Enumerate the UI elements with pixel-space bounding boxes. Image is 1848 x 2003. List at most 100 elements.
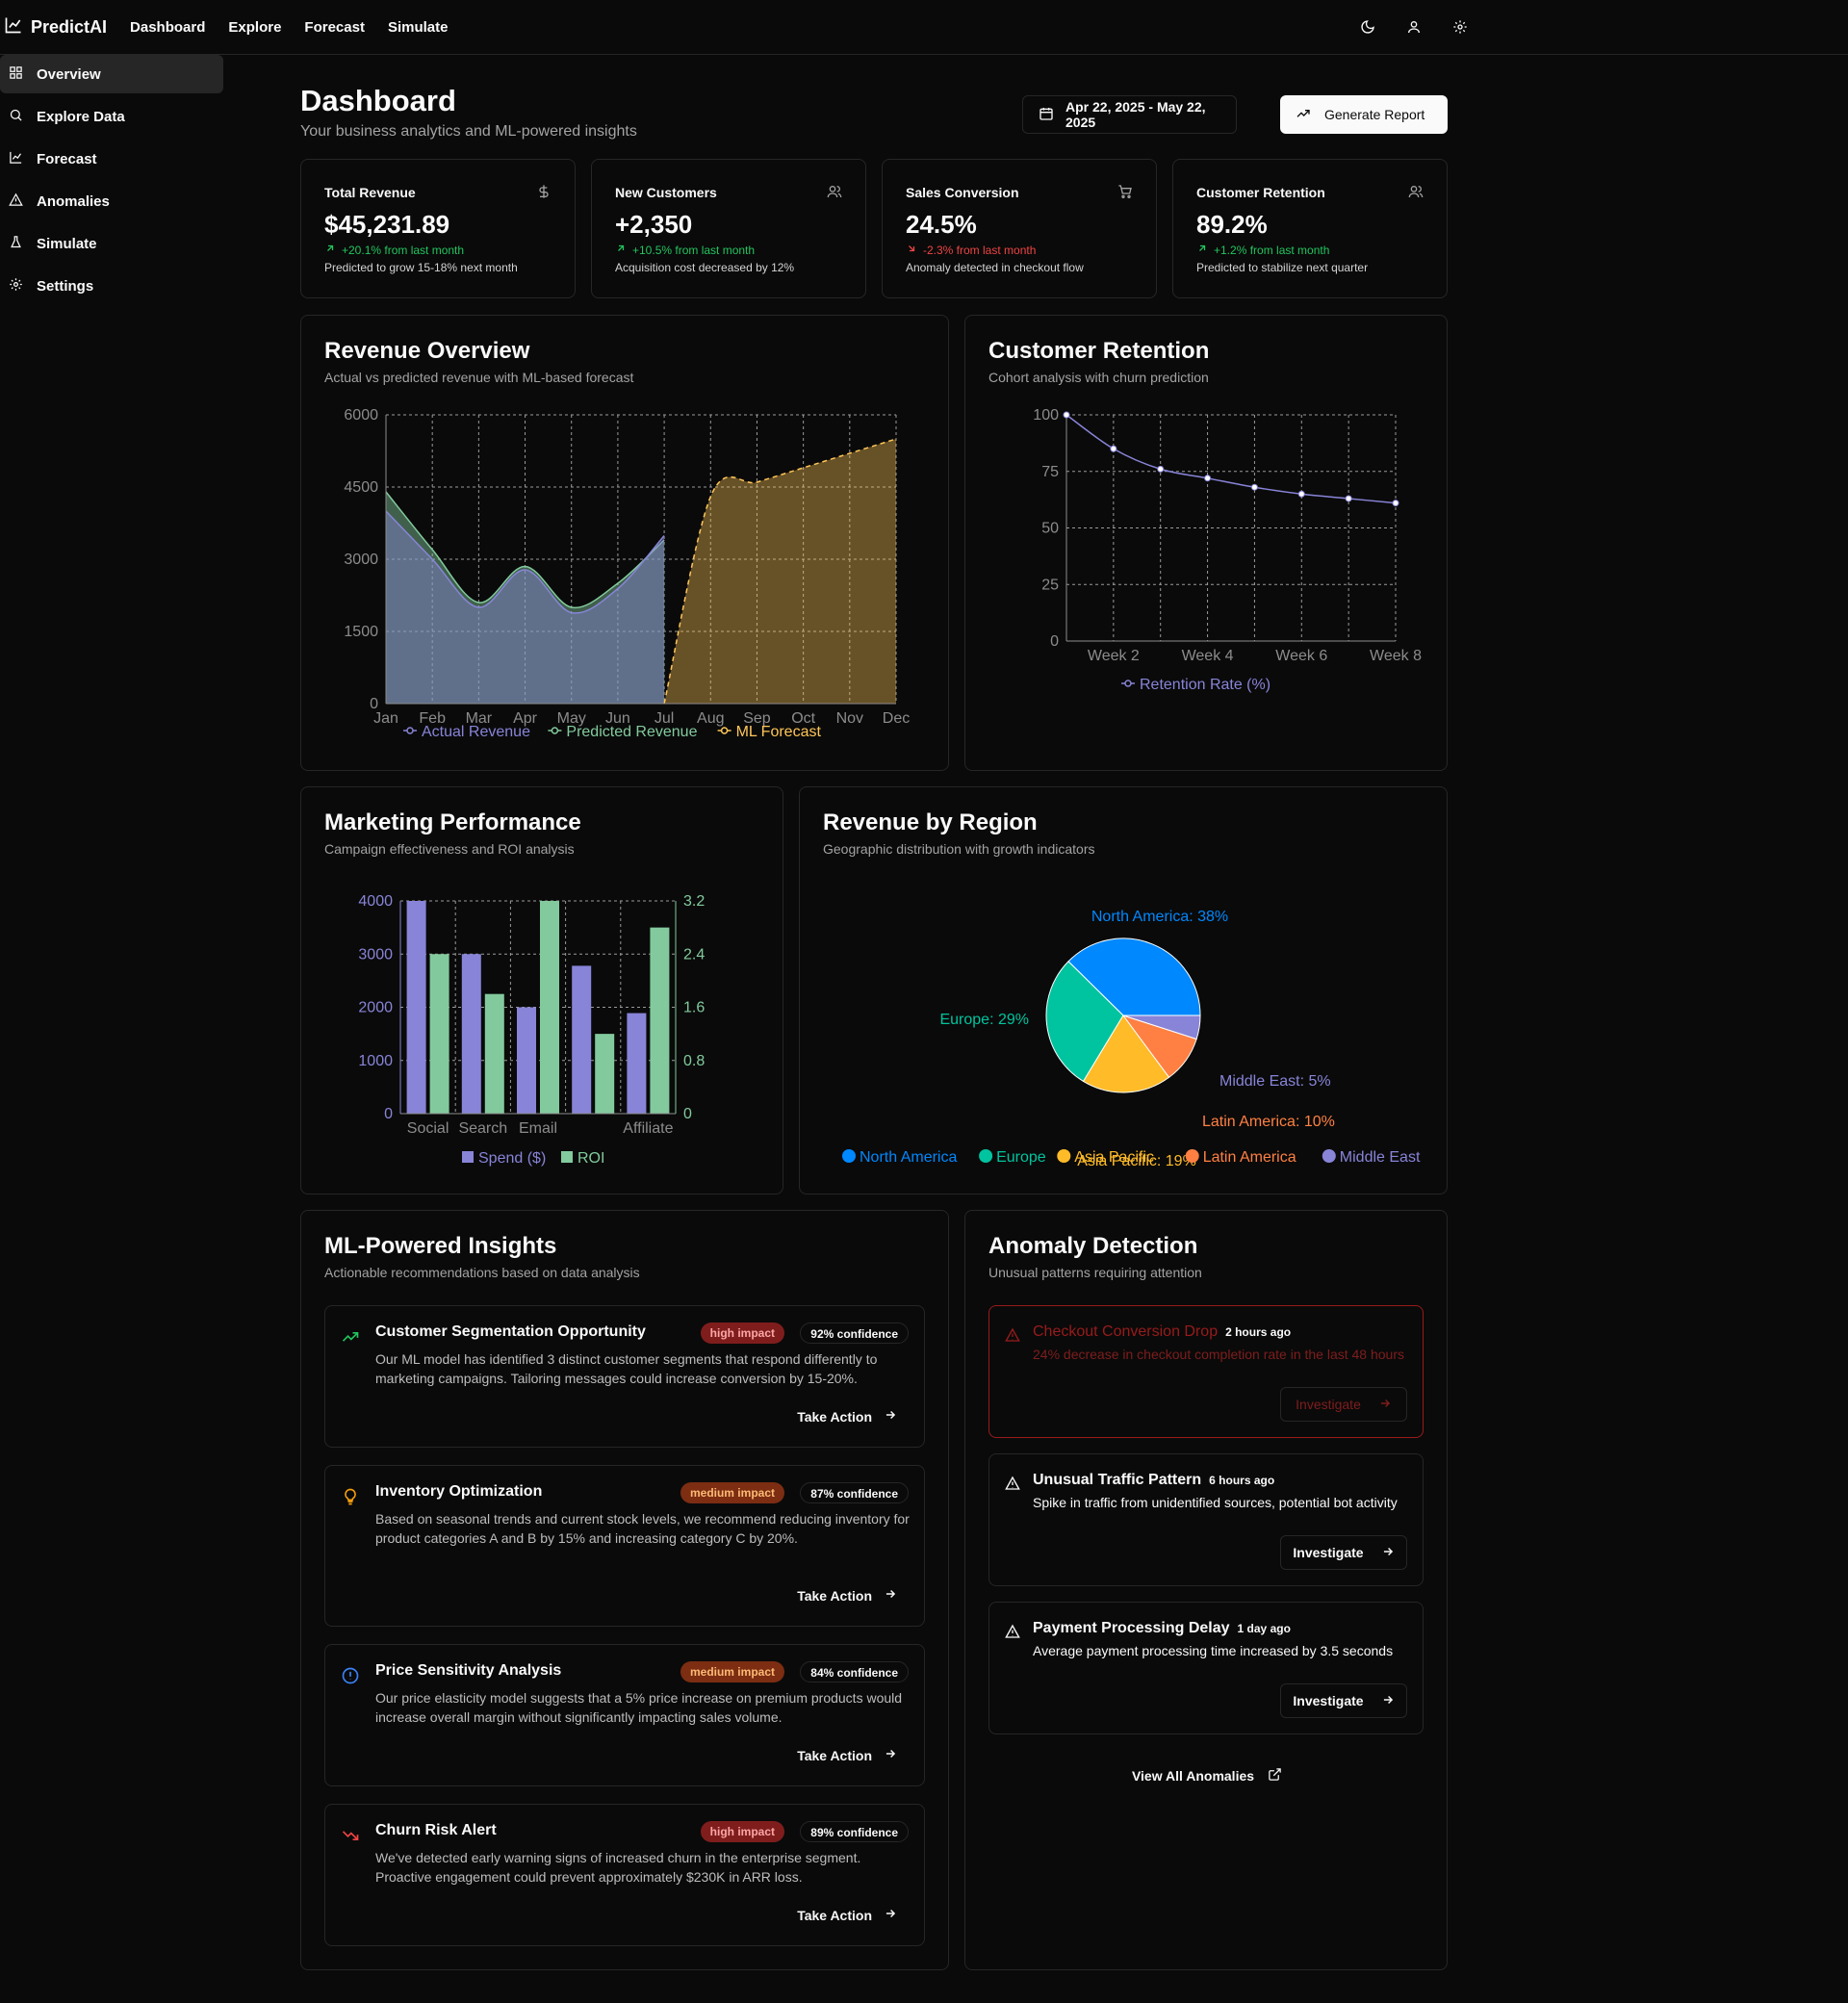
x-tick-label: Feb: [419, 710, 446, 727]
legend-label: North America: [860, 1149, 957, 1166]
sidebar-item-simulate[interactable]: Simulate: [0, 224, 223, 263]
card-subtitle: Actual vs predicted revenue with ML-base…: [324, 370, 634, 385]
generate-report-label: Generate Report: [1324, 107, 1425, 122]
anomaly-time: 1 day ago: [1237, 1622, 1291, 1635]
trending-down-icon: [341, 1826, 360, 1850]
investigate-button[interactable]: Investigate: [1280, 1535, 1407, 1570]
take-action-button[interactable]: Take Action: [797, 1587, 897, 1604]
legend-marker: [1322, 1149, 1336, 1163]
top-nav: Dashboard Explore Forecast Simulate: [130, 19, 448, 36]
confidence-badge: 87% confidence: [800, 1482, 909, 1503]
y-tick-label: 0: [1050, 633, 1059, 650]
take-action-button[interactable]: Take Action: [797, 1747, 897, 1763]
calendar-icon: [1039, 106, 1054, 124]
impact-badge: high impact: [700, 1322, 784, 1344]
kpi-card-total-revenue: Total Revenue $45,231.89 +20.1% from las…: [300, 159, 576, 298]
nav-forecast[interactable]: Forecast: [304, 18, 365, 36]
top-icons: [1357, 16, 1471, 38]
data-point: [1110, 445, 1117, 452]
arrow-right-icon: [1381, 1545, 1395, 1561]
legend-label: Middle East: [1340, 1149, 1421, 1166]
date-range-picker[interactable]: Apr 22, 2025 - May 22, 2025: [1022, 95, 1237, 134]
y-tick-label: 0: [370, 696, 378, 712]
kpi-note: Acquisition cost decreased by 12%: [615, 261, 795, 274]
sidebar-item-explore-data[interactable]: Explore Data: [0, 97, 223, 136]
kpi-value: $45,231.89: [324, 210, 450, 239]
view-all-anomalies-link[interactable]: View All Anomalies: [965, 1767, 1449, 1785]
slice-label: Europe: 29%: [939, 1012, 1029, 1028]
sidebar-item-label: Settings: [37, 277, 94, 295]
x-tick-label: Dec: [883, 710, 910, 727]
generate-report-button[interactable]: Generate Report: [1280, 95, 1448, 134]
card-subtitle: Cohort analysis with churn prediction: [988, 370, 1209, 385]
alert-triangle-icon: [9, 193, 23, 211]
user-icon[interactable]: [1403, 16, 1424, 38]
brand[interactable]: PredictAI: [4, 15, 107, 39]
insight-title: Price Sensitivity Analysis: [375, 1662, 562, 1679]
series-line: [1065, 414, 1397, 504]
data-point: [1204, 475, 1212, 482]
insight-item: Customer Segmentation Opportunity high i…: [324, 1305, 925, 1448]
marketing-performance-card: Marketing Performance Campaign effective…: [300, 786, 783, 1194]
take-action-button[interactable]: Take Action: [797, 1907, 897, 1923]
take-action-button[interactable]: Take Action: [797, 1408, 897, 1425]
gear-icon[interactable]: [1450, 16, 1471, 38]
y2-tick-label: 0.8: [683, 1053, 705, 1069]
arrow-right-icon: [884, 1587, 897, 1604]
top-navbar: PredictAI Dashboard Explore Forecast Sim…: [0, 0, 1848, 55]
moon-icon[interactable]: [1357, 16, 1378, 38]
insight-title: Customer Segmentation Opportunity: [375, 1323, 646, 1340]
insight-item: Price Sensitivity Analysis medium impact…: [324, 1644, 925, 1786]
nav-explore[interactable]: Explore: [228, 18, 282, 36]
legend-marker: [561, 1151, 573, 1163]
arrow-up-right-icon: [1196, 243, 1208, 257]
y-tick-label: 4000: [358, 893, 393, 910]
y-tick-label: 6000: [344, 407, 378, 424]
sidebar-item-label: Forecast: [37, 150, 97, 167]
arrow-up-right-icon: [615, 243, 627, 257]
kpi-note: Predicted to grow 15-18% next month: [324, 261, 518, 274]
y2-tick-label: 3.2: [683, 893, 705, 910]
anomaly-title-text: Payment Processing Delay: [1033, 1620, 1230, 1636]
trending-up-icon: [341, 1327, 360, 1351]
data-point: [1250, 483, 1258, 491]
page-title: Dashboard: [300, 84, 456, 117]
x-tick-label: Affiliate: [623, 1120, 673, 1137]
arrow-right-icon: [884, 1747, 897, 1763]
sidebar-item-anomalies[interactable]: Anomalies: [0, 182, 223, 220]
anomaly-title-text: Unusual Traffic Pattern: [1033, 1472, 1202, 1488]
y-tick-label: 75: [1041, 464, 1059, 480]
sidebar-item-settings[interactable]: Settings: [0, 267, 223, 305]
investigate-button[interactable]: Investigate: [1280, 1683, 1407, 1718]
investigate-button[interactable]: Investigate: [1280, 1387, 1407, 1422]
anomaly-item: Unusual Traffic Pattern 6 hours ago Spik…: [988, 1453, 1424, 1586]
legend-marker: [1185, 1149, 1199, 1163]
legend-label: Spend ($): [478, 1150, 546, 1167]
nav-simulate[interactable]: Simulate: [387, 18, 449, 36]
kpi-note: Predicted to stabilize next quarter: [1196, 261, 1369, 274]
legend-marker-dot: [551, 727, 559, 734]
kpi-change-text: +20.1% from last month: [342, 243, 465, 257]
insight-body: We've detected early warning signs of in…: [375, 1850, 861, 1885]
take-action-label: Take Action: [797, 1587, 872, 1604]
legend-label: Predicted Revenue: [566, 724, 697, 740]
insight-title: Inventory Optimization: [375, 1483, 543, 1500]
slice-label: North America: 38%: [1091, 909, 1228, 925]
anomaly-time: 6 hours ago: [1209, 1474, 1275, 1487]
card-title: Customer Retention: [988, 338, 1210, 364]
nav-dashboard[interactable]: Dashboard: [130, 18, 206, 36]
arrow-right-icon: [1378, 1397, 1392, 1413]
sidebar-item-forecast[interactable]: Forecast: [0, 140, 223, 178]
bar-roi: [540, 901, 559, 1114]
investigate-label: Investigate: [1293, 1693, 1364, 1708]
legend-label: ROI: [578, 1150, 604, 1167]
legend-label: Europe: [996, 1149, 1046, 1166]
insight-item: Inventory Optimization medium impact 87%…: [324, 1465, 925, 1627]
sidebar: Overview Explore Data Forecast Anomalies…: [0, 55, 223, 309]
flask-icon: [9, 235, 23, 253]
users-icon: [827, 184, 842, 204]
pie-slice: [1122, 1014, 1201, 1040]
y-tick-label: 25: [1041, 577, 1059, 593]
sidebar-item-overview[interactable]: Overview: [0, 55, 223, 93]
x-tick-label: Email: [519, 1120, 557, 1137]
